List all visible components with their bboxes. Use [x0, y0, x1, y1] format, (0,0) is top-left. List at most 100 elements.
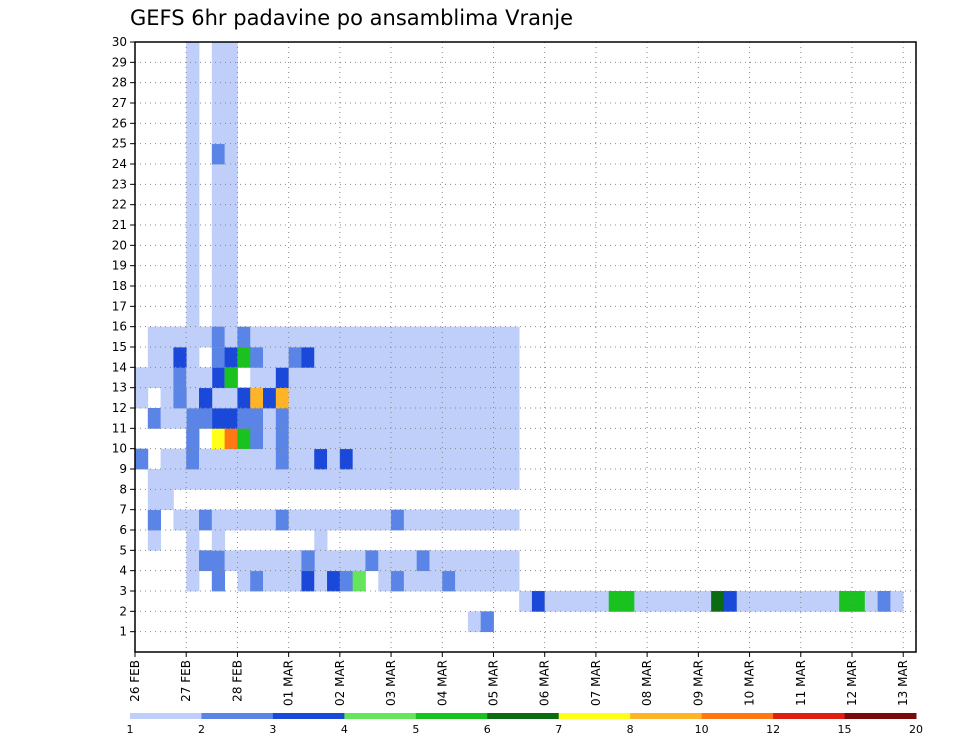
heatmap-cell — [263, 387, 277, 409]
heatmap-cell — [211, 265, 226, 287]
heatmap-cell — [186, 225, 200, 246]
heatmap-cell — [455, 347, 469, 368]
heatmap-cell — [314, 326, 328, 348]
heatmap-cell — [378, 367, 392, 389]
heatmap-cell — [301, 367, 315, 389]
heatmap-cell — [263, 469, 277, 490]
heatmap-cell — [314, 550, 328, 572]
heatmap-cell — [237, 448, 251, 470]
heatmap-cell — [224, 103, 238, 124]
heatmap-cell — [327, 367, 341, 389]
heatmap-cell — [211, 62, 226, 84]
heatmap-cell — [147, 367, 162, 389]
y-tick-label: 15 — [112, 340, 127, 354]
heatmap-cell — [365, 448, 379, 470]
heatmap-cell — [429, 550, 443, 572]
y-tick-label: 10 — [112, 442, 127, 456]
heatmap-cell — [711, 591, 725, 612]
heatmap-cell — [186, 428, 200, 450]
heatmap-cell — [224, 448, 238, 470]
colorbar-label: 20 — [909, 723, 923, 736]
heatmap-cell — [288, 509, 302, 531]
heatmap-cell — [403, 387, 418, 409]
heatmap-cell — [455, 408, 469, 429]
heatmap-cell — [186, 469, 200, 490]
heatmap-cell — [813, 591, 827, 612]
heatmap-cell — [211, 306, 226, 328]
heatmap-cell — [186, 550, 200, 572]
heatmap-cell — [416, 387, 430, 409]
heatmap-cell — [416, 570, 430, 592]
heatmap-cell — [199, 509, 213, 531]
x-tick-label: 11 MAR — [794, 660, 808, 706]
y-axis: 1234567891011121314151617181920212223242… — [112, 35, 135, 639]
colorbar-label: 15 — [838, 723, 852, 736]
heatmap-cell — [429, 509, 443, 531]
heatmap-cell — [224, 326, 238, 348]
heatmap-cell — [403, 509, 418, 531]
x-tick-label: 09 MAR — [691, 660, 705, 706]
heatmap-cell — [186, 143, 200, 165]
heatmap-cell — [301, 326, 315, 348]
heatmap-cell — [186, 530, 200, 551]
y-tick-label: 2 — [119, 604, 127, 618]
heatmap-cell — [173, 408, 187, 429]
heatmap-cell — [378, 326, 392, 348]
heatmap-cell — [403, 428, 418, 450]
y-tick-label: 17 — [112, 299, 127, 313]
heatmap-cell — [250, 367, 264, 389]
heatmap-cell — [493, 469, 507, 490]
heatmap-cell — [263, 408, 277, 429]
heatmap-cell — [506, 550, 520, 572]
heatmap-cell — [416, 326, 430, 348]
y-tick-label: 9 — [119, 462, 127, 476]
heatmap-cell — [301, 448, 315, 470]
heatmap-cell — [173, 387, 187, 409]
colorbar-label: 1 — [127, 723, 134, 736]
heatmap-cell — [403, 570, 418, 592]
heatmap-cell — [211, 225, 226, 246]
heatmap-cell — [506, 570, 520, 592]
x-tick-label: 02 MAR — [333, 660, 347, 706]
heatmap-cell — [467, 448, 482, 470]
heatmap-cell — [352, 408, 366, 429]
heatmap-cell — [493, 387, 507, 409]
heatmap-cell — [352, 428, 366, 450]
x-tick-label: 08 MAR — [640, 660, 654, 706]
colorbar-legend: 1 2 3 4 5 6 7 8 10 12 15 20 — [127, 713, 923, 736]
heatmap-cell — [493, 347, 507, 368]
heatmap-cell — [621, 591, 635, 612]
colorbar-segment — [415, 713, 488, 719]
heatmap-cell — [339, 428, 354, 450]
heatmap-cell — [352, 367, 366, 389]
heatmap-cell — [211, 326, 226, 348]
heatmap-cell — [160, 367, 174, 389]
heatmap-cell — [391, 509, 405, 531]
heatmap-cell — [173, 469, 187, 490]
heatmap-cell — [314, 428, 328, 450]
heatmap-cell — [762, 591, 776, 612]
heatmap-cell — [224, 82, 238, 104]
heatmap-cell — [352, 509, 366, 531]
heatmap-cell — [442, 347, 456, 368]
heatmap-cell — [442, 367, 456, 389]
colorbar-segment — [773, 713, 846, 719]
heatmap-cell — [365, 428, 379, 450]
heatmap-cell — [352, 570, 366, 592]
x-tick-label: 28 FEB — [230, 660, 244, 702]
colorbar-segment — [201, 713, 274, 719]
heatmap-cell — [211, 286, 226, 307]
heatmap-cell — [224, 509, 238, 531]
colorbar-label: 5 — [412, 723, 419, 736]
heatmap-cell — [506, 326, 520, 348]
heatmap-cell — [467, 408, 482, 429]
heatmap-cell — [211, 469, 226, 490]
heatmap-cell — [480, 387, 494, 409]
colorbar-segment — [701, 713, 774, 719]
y-tick-label: 21 — [112, 218, 127, 232]
heatmap-cell — [327, 550, 341, 572]
heatmap-cell — [275, 428, 290, 450]
heatmap-cell — [211, 82, 226, 104]
heatmap-cell — [365, 509, 379, 531]
heatmap-cell — [314, 387, 328, 409]
